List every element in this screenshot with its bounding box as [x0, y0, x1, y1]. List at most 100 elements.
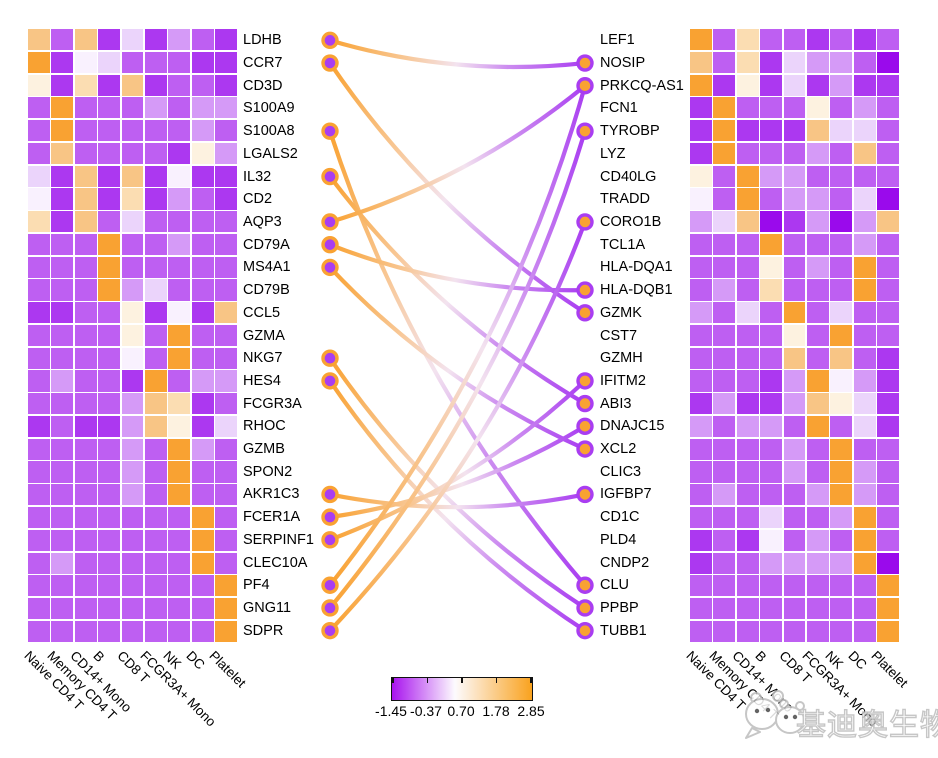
heatmap-cell	[74, 29, 97, 51]
heatmap-cell	[760, 438, 782, 460]
heatmap-cell	[736, 302, 759, 324]
heatmap-cell	[51, 370, 74, 392]
gene-label-left: HES4	[243, 372, 281, 389]
panda-logo-icon	[745, 690, 805, 739]
heatmap-cell	[191, 347, 214, 369]
colorbar-tick	[392, 678, 394, 683]
heatmap-cell	[760, 324, 782, 347]
heatmap-cell	[783, 211, 806, 233]
heatmap-cell	[144, 415, 167, 438]
heatmap-cell	[215, 529, 237, 551]
gene-link-line	[328, 265, 586, 451]
heatmap-cell	[690, 324, 712, 347]
heatmap-cell	[215, 211, 237, 233]
heatmap-cell	[713, 233, 736, 256]
heatmap-cell	[121, 142, 144, 164]
heatmap-cell	[853, 552, 876, 574]
heatmap-cell	[690, 165, 712, 187]
heatmap-cell	[121, 279, 144, 301]
heatmap-cell	[830, 507, 853, 529]
heatmap-cell	[51, 415, 74, 438]
heatmap-cell	[806, 415, 829, 438]
heatmap-cell	[806, 393, 829, 415]
gene-link-line	[328, 221, 587, 633]
gene-label-right: CLU	[600, 577, 630, 594]
heatmap-cell	[121, 370, 144, 392]
heatmap-cell	[51, 51, 74, 73]
gene-link-line	[329, 38, 586, 70]
heatmap-cell	[74, 233, 97, 256]
heatmap-cell	[215, 438, 237, 460]
gene-label-left: PF4	[243, 577, 270, 594]
heatmap-cell	[144, 256, 167, 278]
marker-dot-left	[321, 167, 339, 186]
marker-dot-right	[576, 304, 594, 322]
heatmap-cell	[74, 484, 97, 506]
gene-link-line	[328, 357, 587, 610]
heatmap-cell	[144, 552, 167, 574]
heatmap-cell	[736, 165, 759, 187]
heatmap-cell	[215, 598, 237, 620]
heatmap-cell	[760, 507, 782, 529]
heatmap-cell	[783, 302, 806, 324]
gene-label-left: GZMA	[243, 327, 285, 344]
heatmap-cell	[168, 51, 191, 73]
marker-dot-right	[576, 621, 594, 640]
heatmap-cell	[191, 529, 214, 551]
heatmap-cell	[98, 211, 120, 233]
heatmap-cell	[215, 415, 237, 438]
heatmap-cell	[877, 575, 899, 597]
colorbar-tick-label: -0.37	[410, 703, 442, 719]
heatmap-cell	[98, 461, 120, 483]
gene-link-line	[328, 130, 588, 610]
gene-label-right: IFITM2	[600, 372, 646, 389]
heatmap-cell	[783, 620, 806, 642]
heatmap-cell	[760, 211, 782, 233]
colorbar-tick-label: 1.78	[482, 703, 510, 719]
gene-label-left: NKG7	[243, 350, 283, 367]
heatmap-cell	[98, 324, 120, 347]
colorbar-tick-label: 0.70	[447, 703, 475, 719]
axis-label-celltype: Platelet	[206, 648, 250, 691]
heatmap-cell	[690, 256, 712, 278]
heatmap-cell	[853, 188, 876, 210]
heatmap-cell	[144, 438, 167, 460]
heatmap-cell	[783, 438, 806, 460]
heatmap-cell	[51, 211, 74, 233]
heatmap-cell	[783, 142, 806, 164]
heatmap-cell	[168, 324, 191, 347]
heatmap-cell	[877, 461, 899, 483]
heatmap-cell	[877, 620, 899, 642]
heatmap-cell	[690, 97, 712, 119]
heatmap-cell	[736, 620, 759, 642]
heatmap-cell	[168, 438, 191, 460]
heatmap-cell	[853, 461, 876, 483]
heatmap-cell	[713, 461, 736, 483]
heatmap-cell	[690, 188, 712, 210]
gene-label-left: S100A8	[243, 123, 295, 140]
heatmap-cell	[168, 142, 191, 164]
marker-dot-left	[321, 54, 339, 72]
heatmap-cell	[877, 211, 899, 233]
heatmap-cell	[215, 552, 237, 574]
heatmap-cell	[28, 165, 50, 187]
heatmap-cell	[783, 279, 806, 301]
heatmap-cell	[51, 461, 74, 483]
heatmap-cell	[760, 97, 782, 119]
heatmap-cell	[690, 507, 712, 529]
heatmap-cell	[853, 120, 876, 142]
heatmap-cell	[98, 393, 120, 415]
heatmap-cell	[28, 529, 50, 551]
heatmap-cell	[853, 484, 876, 506]
heatmap-cell	[853, 302, 876, 324]
heatmap-cell	[51, 507, 74, 529]
heatmap-cell	[144, 51, 167, 73]
heatmap-cell	[191, 461, 214, 483]
heatmap-cell	[215, 461, 237, 483]
heatmap-cell	[783, 507, 806, 529]
heatmap-cell	[830, 438, 853, 460]
marker-dot-right	[576, 485, 594, 504]
heatmap-cell	[806, 347, 829, 369]
heatmap-cell	[806, 188, 829, 210]
marker-dot-left	[321, 372, 339, 390]
